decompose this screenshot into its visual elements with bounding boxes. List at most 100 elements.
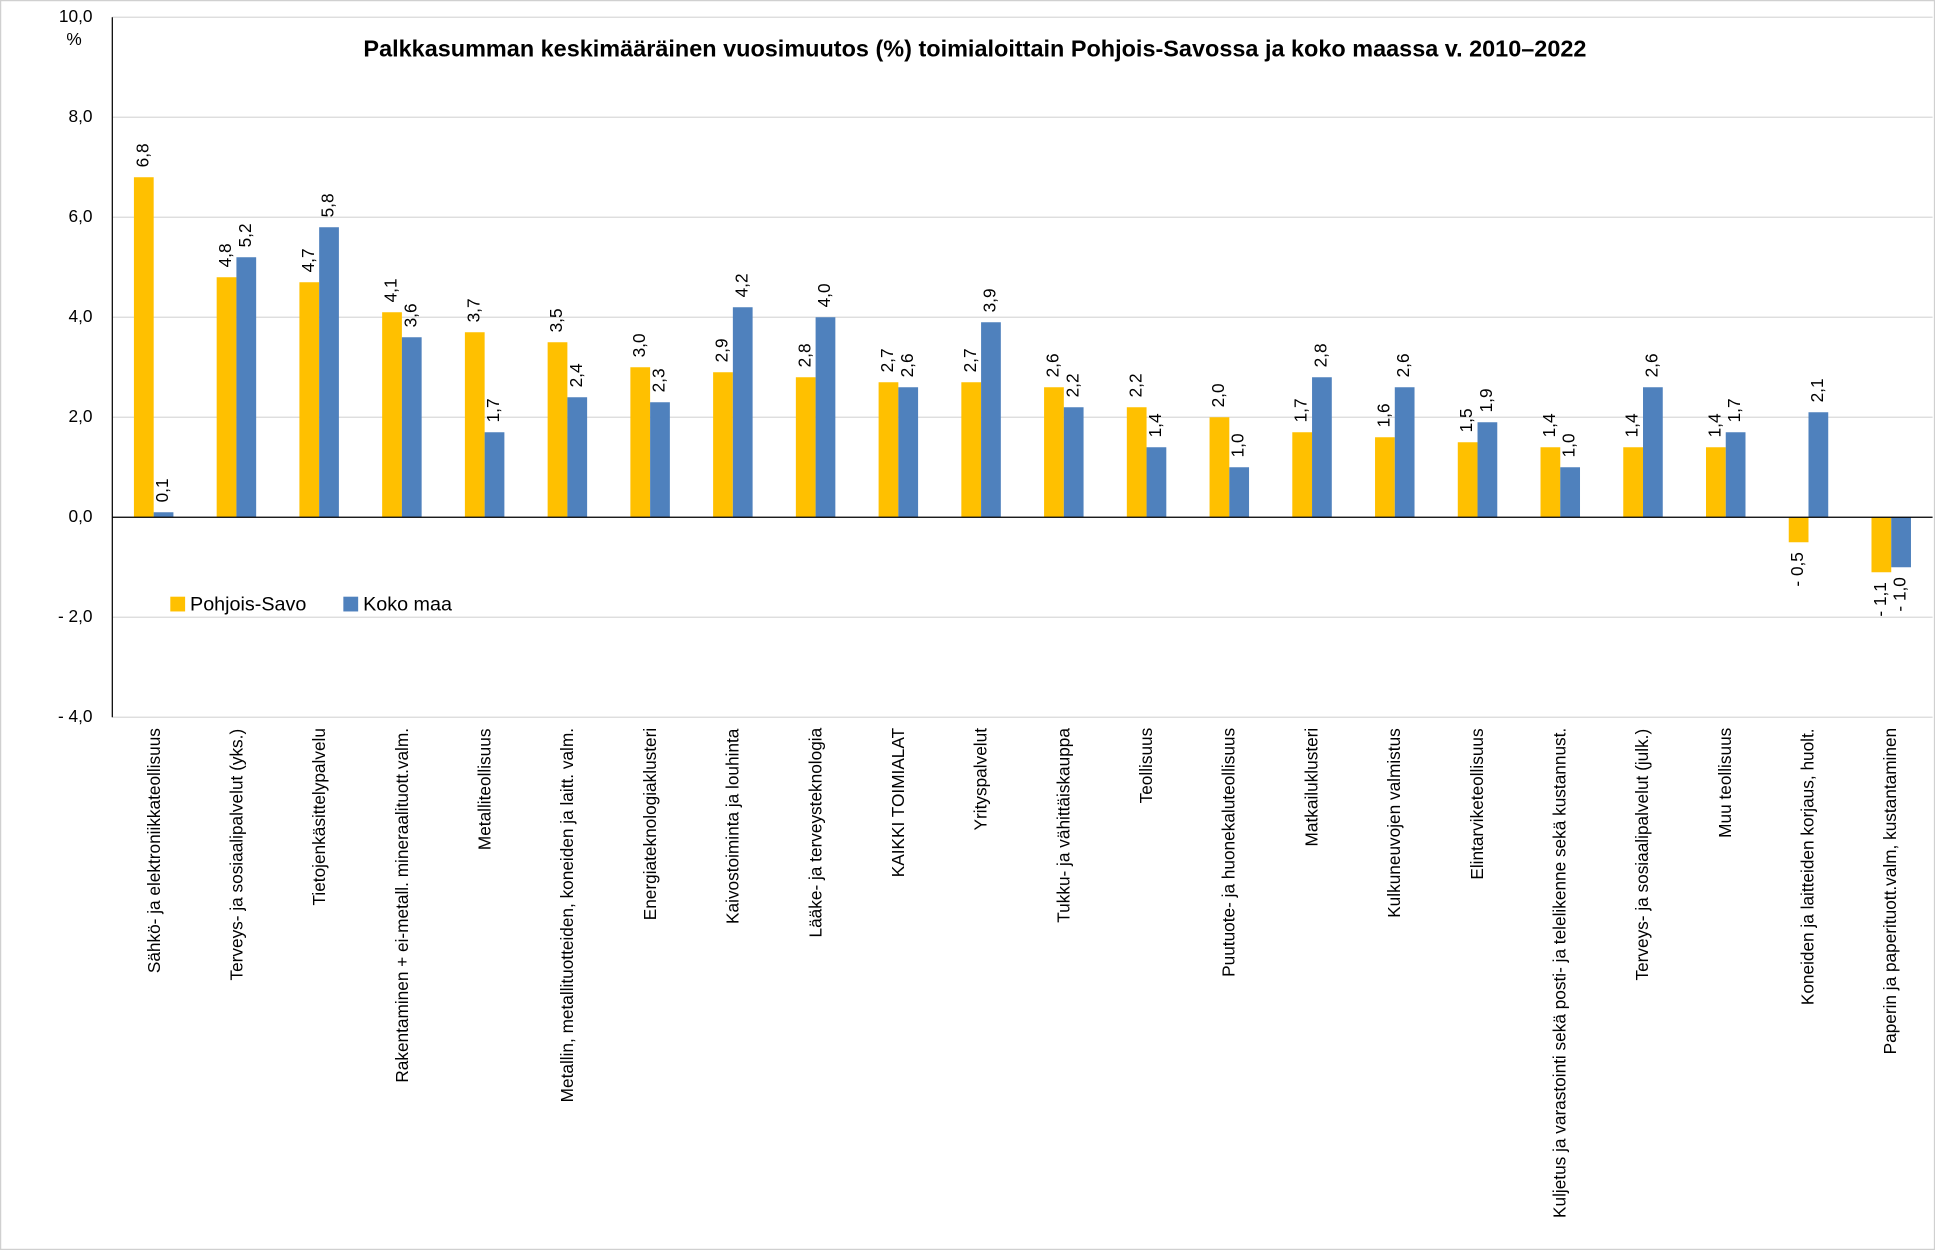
bar <box>319 227 339 518</box>
value-label: - 1,1 <box>1870 582 1890 616</box>
x-tick-label: Koneiden ja laitteiden korjaus, huolt. <box>1797 728 1818 1006</box>
x-tick-label: Muu teollisuus <box>1715 728 1735 839</box>
bar <box>464 332 485 518</box>
value-label: 1,5 <box>1456 408 1476 432</box>
bar <box>650 402 670 518</box>
bar <box>1146 447 1167 518</box>
value-label: 3,6 <box>400 303 420 327</box>
value-label: - 1,0 <box>1890 577 1910 611</box>
value-label: 0,1 <box>152 478 172 502</box>
bar <box>1375 437 1395 518</box>
y-tick-label: 10,0 <box>59 6 93 26</box>
value-label: 2,2 <box>1125 373 1145 397</box>
y-tick-label: 0,0 <box>69 506 93 526</box>
x-tick-label: Puutuote- ja huonekaluteollisuus <box>1218 728 1239 978</box>
y-tick-label: 6,0 <box>69 206 93 226</box>
legend-label: Koko maa <box>363 594 452 616</box>
bar <box>1126 407 1147 518</box>
legend-label: Pohjois-Savo <box>190 594 306 616</box>
legend-swatch <box>170 596 186 612</box>
value-label: 3,7 <box>463 298 483 322</box>
value-label: 3,0 <box>629 333 649 357</box>
x-tick-label: KAIKKI TOIMIALAT <box>887 728 908 878</box>
value-label: 2,6 <box>1641 353 1661 377</box>
bar <box>713 372 733 518</box>
value-label: 1,6 <box>1373 403 1393 427</box>
x-tick-label: Kuljetus ja varastointi sekä posti- ja t… <box>1549 728 1570 1219</box>
bar <box>153 512 174 518</box>
bar <box>898 387 919 518</box>
x-tick-label: Rakentaminen + ei-metall. mineraalituott… <box>391 728 412 1084</box>
y-unit: % <box>66 29 81 49</box>
x-tick-label: Lääke- ja terveysteknologia <box>805 728 825 939</box>
value-label: 1,4 <box>1539 413 1559 437</box>
bar <box>1623 447 1644 518</box>
bar <box>1706 447 1726 518</box>
x-tick-label: Terveys- ja sosiaalipalvelut (julk.) <box>1632 728 1653 981</box>
bar <box>382 312 402 518</box>
y-tick-label: 2,0 <box>69 406 93 426</box>
value-label: 1,4 <box>1622 413 1642 437</box>
value-label: 2,1 <box>1807 378 1827 402</box>
bar <box>1394 387 1415 518</box>
x-tick-label: Kulkuneuvojen valmistus <box>1384 728 1405 918</box>
bar <box>1457 442 1478 518</box>
x-tick-label: Yrityspalvelut <box>970 728 991 831</box>
x-tick-label: Tukku- ja vähittäiskauppa <box>1053 728 1074 924</box>
bar <box>961 382 982 518</box>
x-tick-label: Metallin, metallituotteiden, koneiden ja… <box>556 728 577 1103</box>
bar <box>1044 387 1064 518</box>
value-label: 4,1 <box>381 278 401 302</box>
value-label: 1,7 <box>483 398 503 422</box>
bar <box>567 397 588 518</box>
value-label: 2,3 <box>649 368 669 392</box>
bar <box>1229 467 1250 518</box>
bar <box>1063 407 1084 518</box>
bar <box>236 257 257 518</box>
bar <box>1312 377 1332 518</box>
value-label: 1,7 <box>1291 398 1311 422</box>
bar <box>981 322 1001 518</box>
value-label: 2,6 <box>897 353 917 377</box>
bar <box>1540 447 1561 518</box>
bar <box>795 377 816 518</box>
x-tick-label: Tietojenkäsittelypalvelu <box>308 728 329 906</box>
legend-swatch <box>343 596 359 612</box>
bar <box>1292 432 1313 518</box>
value-label: 2,8 <box>794 343 814 367</box>
value-label: 3,5 <box>546 308 566 332</box>
bar <box>1891 517 1911 568</box>
value-label: 5,8 <box>318 193 338 217</box>
value-label: 1,9 <box>1476 388 1496 412</box>
bar <box>401 337 422 518</box>
bar <box>1643 387 1663 518</box>
x-tick-label: Sähkö- ja elektroniikkateollisuus <box>143 728 163 974</box>
value-label: 4,0 <box>814 283 834 307</box>
chart-title: Palkkasumman keskimääräinen vuosimuutos … <box>363 36 1586 62</box>
value-label: 1,7 <box>1724 398 1744 422</box>
bar <box>1788 517 1809 543</box>
value-label: 4,2 <box>731 273 751 297</box>
bar <box>1560 467 1581 518</box>
value-label: 5,2 <box>235 223 255 247</box>
x-tick-label: Elintarviketeollisuus <box>1467 728 1487 880</box>
value-label: 6,8 <box>132 143 152 167</box>
value-label: 2,7 <box>877 348 897 372</box>
value-label: 4,7 <box>298 248 318 272</box>
bar <box>732 307 753 518</box>
bar <box>1477 422 1498 518</box>
value-label: 2,2 <box>1062 373 1082 397</box>
value-label: 2,4 <box>566 363 586 387</box>
value-label: 1,0 <box>1559 433 1579 457</box>
bar <box>1808 412 1829 518</box>
value-label: 2,0 <box>1208 383 1228 407</box>
y-tick-label: 8,0 <box>69 106 93 126</box>
y-tick-label: 4,0 <box>69 306 93 326</box>
bar <box>216 277 237 518</box>
x-tick-label: Teollisuus <box>1136 728 1156 804</box>
x-tick-label: Kaivostoiminta ja louhinta <box>722 728 743 924</box>
x-tick-label: Energiateknologiaklusteri <box>639 728 660 921</box>
